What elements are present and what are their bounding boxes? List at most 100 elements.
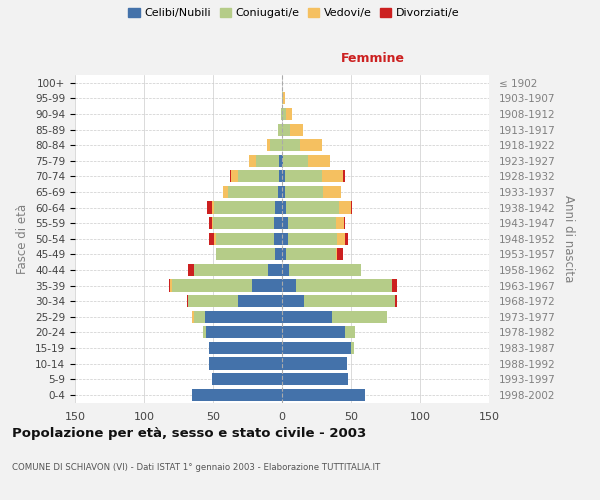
Y-axis label: Anni di nascita: Anni di nascita xyxy=(562,195,575,282)
Bar xyxy=(282,295,304,307)
Bar xyxy=(208,202,212,213)
Bar xyxy=(275,202,282,213)
Bar xyxy=(322,170,343,182)
Bar xyxy=(274,217,282,229)
Y-axis label: Fasce di età: Fasce di età xyxy=(16,204,29,274)
Bar xyxy=(278,186,282,198)
Bar xyxy=(296,280,392,291)
Bar xyxy=(267,139,269,151)
Bar xyxy=(282,280,296,291)
Bar xyxy=(282,388,365,401)
Bar xyxy=(187,295,188,307)
Bar xyxy=(274,232,282,245)
Bar xyxy=(351,342,354,354)
Bar xyxy=(282,124,290,136)
Bar xyxy=(231,170,238,182)
Bar xyxy=(275,248,282,260)
Bar xyxy=(212,217,213,229)
Bar xyxy=(392,280,397,291)
Bar xyxy=(193,388,282,401)
Bar xyxy=(206,326,282,338)
Bar xyxy=(209,232,214,245)
Bar xyxy=(216,232,274,245)
Bar xyxy=(194,310,205,323)
Bar xyxy=(216,248,275,260)
Bar xyxy=(282,108,286,120)
Bar xyxy=(336,248,337,260)
Legend: Celibi/Nubili, Coniugati/e, Vedovi/e, Divorziati/e: Celibi/Nubili, Coniugati/e, Vedovi/e, Di… xyxy=(124,3,464,22)
Bar xyxy=(230,170,231,182)
Text: Femmine: Femmine xyxy=(341,52,405,65)
Bar xyxy=(282,139,300,151)
Bar xyxy=(282,248,286,260)
Bar xyxy=(346,326,355,338)
Bar xyxy=(214,232,216,245)
Bar xyxy=(212,202,214,213)
Bar xyxy=(256,154,279,167)
Bar xyxy=(281,108,282,120)
Bar xyxy=(332,310,387,323)
Bar xyxy=(286,108,292,120)
Bar xyxy=(395,295,397,307)
Bar xyxy=(209,358,282,370)
Bar xyxy=(308,154,331,167)
Bar xyxy=(209,217,212,229)
Bar xyxy=(172,280,251,291)
Bar xyxy=(269,139,282,151)
Bar xyxy=(300,139,322,151)
Bar xyxy=(194,264,268,276)
Bar xyxy=(282,186,285,198)
Bar xyxy=(279,170,282,182)
Bar xyxy=(282,264,289,276)
Bar xyxy=(285,186,323,198)
Bar xyxy=(282,310,332,323)
Bar xyxy=(289,264,361,276)
Bar xyxy=(282,342,351,354)
Bar xyxy=(283,92,285,104)
Bar xyxy=(278,124,282,136)
Bar xyxy=(286,248,336,260)
Bar xyxy=(338,202,351,213)
Bar xyxy=(346,232,348,245)
Bar xyxy=(290,124,303,136)
Bar xyxy=(344,217,346,229)
Bar xyxy=(282,92,283,104)
Text: COMUNE DI SCHIAVON (VI) - Dati ISTAT 1° gennaio 2003 - Elaborazione TUTTITALIA.I: COMUNE DI SCHIAVON (VI) - Dati ISTAT 1° … xyxy=(12,462,380,471)
Bar xyxy=(282,232,287,245)
Bar xyxy=(286,202,338,213)
Bar xyxy=(287,217,336,229)
Bar xyxy=(282,154,283,167)
Bar xyxy=(336,217,344,229)
Bar xyxy=(282,326,346,338)
Bar xyxy=(188,264,194,276)
Bar xyxy=(287,232,337,245)
Bar xyxy=(323,186,341,198)
Bar xyxy=(209,342,282,354)
Bar xyxy=(337,248,343,260)
Bar xyxy=(282,202,286,213)
Text: Popolazione per età, sesso e stato civile - 2003: Popolazione per età, sesso e stato civil… xyxy=(12,428,366,440)
Bar xyxy=(193,310,194,323)
Bar xyxy=(214,202,275,213)
Bar xyxy=(238,170,279,182)
Bar xyxy=(279,154,282,167)
Bar xyxy=(282,358,347,370)
Bar xyxy=(282,217,287,229)
Bar xyxy=(170,280,172,291)
Bar xyxy=(228,186,278,198)
Bar xyxy=(304,295,395,307)
Bar xyxy=(285,170,322,182)
Bar xyxy=(282,170,285,182)
Bar xyxy=(223,186,228,198)
Bar xyxy=(249,154,256,167)
Bar xyxy=(205,310,282,323)
Bar xyxy=(213,217,274,229)
Bar xyxy=(188,295,238,307)
Bar xyxy=(337,232,346,245)
Bar xyxy=(343,170,346,182)
Bar xyxy=(251,280,282,291)
Bar xyxy=(212,373,282,385)
Bar xyxy=(268,264,282,276)
Bar xyxy=(169,280,170,291)
Bar xyxy=(283,154,308,167)
